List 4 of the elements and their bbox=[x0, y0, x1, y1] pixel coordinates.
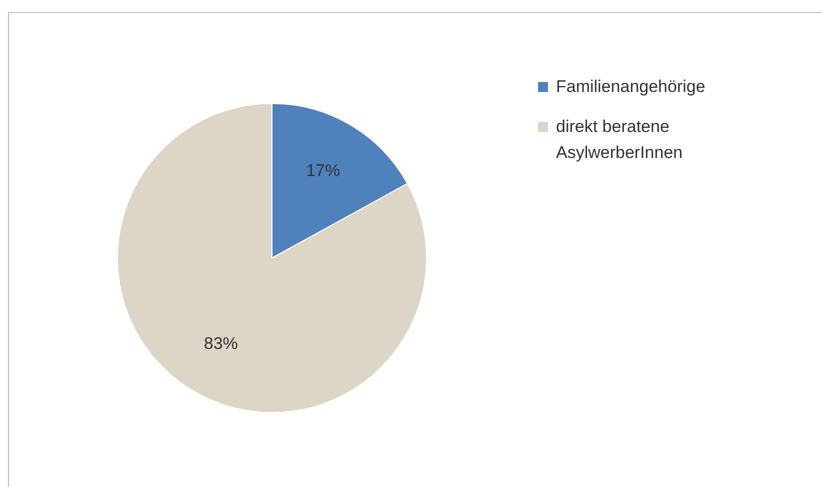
data-label: 83% bbox=[204, 334, 238, 354]
legend-label: Familienangehörige bbox=[556, 76, 706, 98]
data-label: 17% bbox=[306, 161, 340, 180]
legend-label: direkt beratene AsylwerberInnen bbox=[556, 116, 684, 164]
